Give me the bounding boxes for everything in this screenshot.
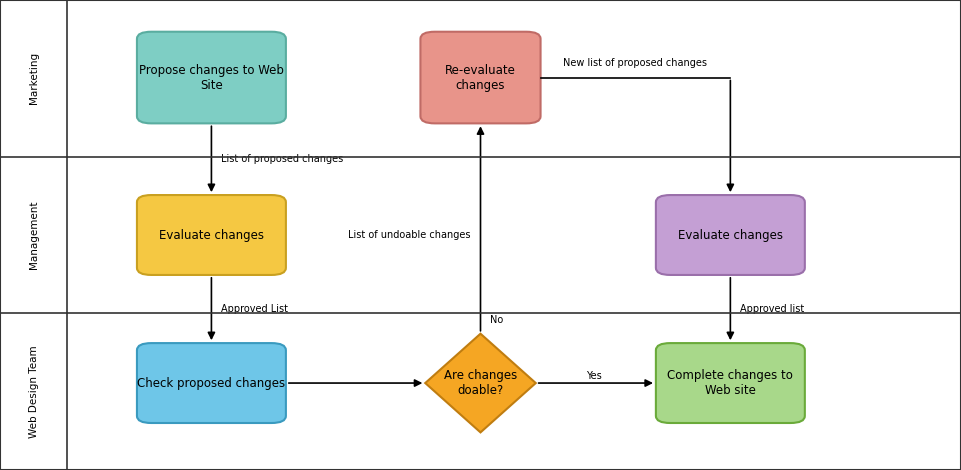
Text: List of undoable changes: List of undoable changes (349, 230, 471, 240)
Bar (0, 157, 961, 313)
Text: List of proposed changes: List of proposed changes (221, 154, 343, 164)
Polygon shape (426, 334, 536, 432)
FancyBboxPatch shape (137, 195, 286, 275)
Text: Evaluate changes: Evaluate changes (678, 228, 783, 242)
Text: Re-evaluate
changes: Re-evaluate changes (445, 63, 516, 92)
Text: Check proposed changes: Check proposed changes (137, 376, 285, 390)
Text: Propose changes to Web
Site: Propose changes to Web Site (139, 63, 283, 92)
Text: Web Design Team: Web Design Team (29, 345, 38, 438)
Text: No: No (490, 314, 504, 325)
Bar (0, 0, 961, 157)
FancyBboxPatch shape (656, 195, 805, 275)
Bar (0, 313, 961, 470)
Text: Yes: Yes (586, 371, 602, 381)
Text: Marketing: Marketing (29, 52, 38, 104)
Text: Evaluate changes: Evaluate changes (159, 228, 264, 242)
Text: Approved list: Approved list (740, 304, 804, 314)
Text: Are changes
doable?: Are changes doable? (444, 369, 517, 397)
FancyBboxPatch shape (137, 32, 286, 124)
FancyBboxPatch shape (421, 32, 540, 124)
Text: Approved List: Approved List (221, 304, 288, 314)
Text: New list of proposed changes: New list of proposed changes (563, 58, 707, 68)
FancyBboxPatch shape (137, 343, 286, 423)
Text: Management: Management (29, 201, 38, 269)
FancyBboxPatch shape (656, 343, 805, 423)
Text: Complete changes to
Web site: Complete changes to Web site (668, 369, 793, 397)
